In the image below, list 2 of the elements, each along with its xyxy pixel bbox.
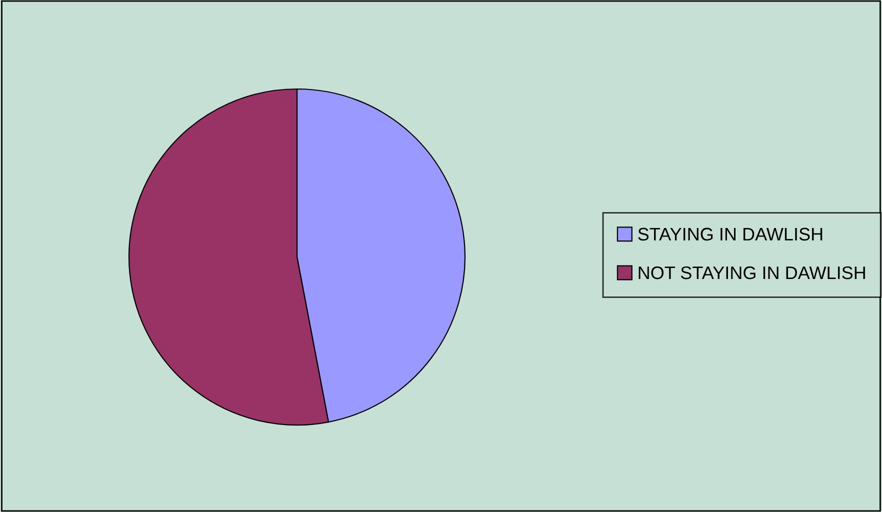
legend-label: NOT STAYING IN DAWLISH (638, 266, 865, 280)
legend-label: STAYING IN DAWLISH (638, 228, 822, 241)
